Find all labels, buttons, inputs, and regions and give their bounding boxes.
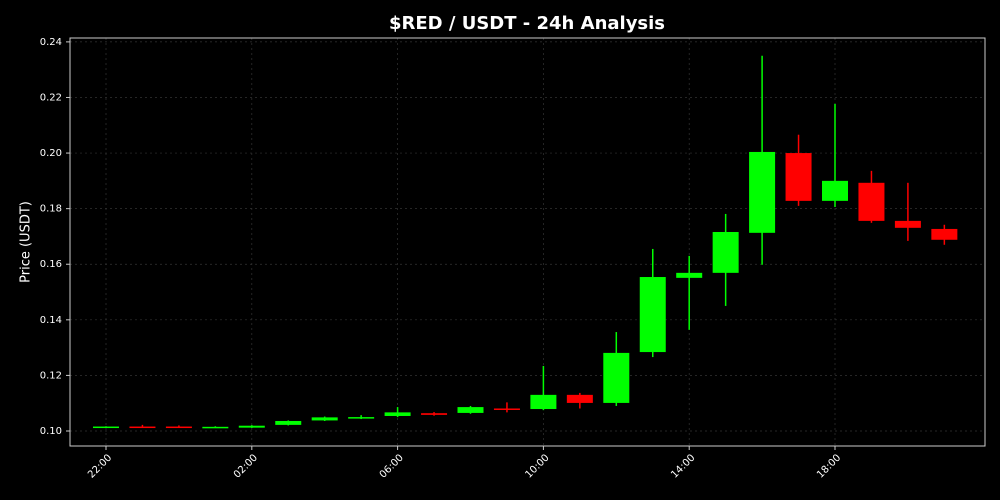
candle-body — [93, 426, 119, 429]
candle-body — [129, 426, 156, 429]
candle-body — [822, 180, 848, 201]
candle-body — [931, 228, 958, 240]
plot-frame — [69, 37, 986, 447]
candle-body — [603, 352, 630, 403]
candle-body — [457, 407, 484, 413]
candle-body — [165, 426, 192, 429]
candle-body — [384, 412, 411, 416]
candle-body — [712, 231, 739, 273]
y-tick-label: 0.18 — [40, 204, 62, 215]
candle-body — [275, 420, 302, 425]
candle-body — [566, 394, 593, 403]
candle-body — [785, 153, 812, 201]
candle-body — [639, 277, 666, 353]
y-tick-label: 0.12 — [40, 370, 62, 381]
y-tick-label: 0.16 — [40, 259, 62, 270]
candle-body — [530, 394, 557, 410]
candle-body — [202, 426, 229, 429]
candles — [93, 55, 958, 429]
candle-body — [749, 151, 776, 233]
y-tick-label: 0.22 — [40, 92, 62, 103]
y-tick-label: 0.20 — [40, 148, 62, 159]
candle-body — [894, 220, 921, 228]
candle-body — [348, 417, 375, 419]
candle-body — [421, 413, 448, 415]
y-axis-label: Price (USDT) — [19, 201, 34, 283]
candle-body — [493, 408, 520, 410]
candle-body — [858, 182, 885, 221]
candle-body — [238, 425, 265, 428]
candle-body — [676, 272, 703, 278]
candle-body — [311, 417, 338, 421]
y-tick-label: 0.14 — [40, 315, 62, 326]
chart-title: $RED / USDT - 24h Analysis — [389, 13, 665, 34]
y-tick-label: 0.24 — [40, 37, 62, 48]
y-tick-label: 0.10 — [40, 426, 62, 437]
